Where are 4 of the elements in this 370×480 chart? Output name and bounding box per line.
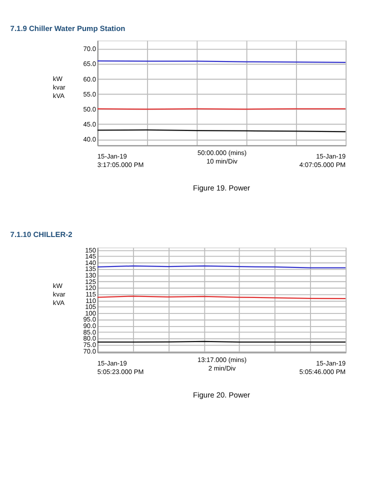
chart-title: 7.1.9 Chiller Water Pump Station: [10, 24, 126, 34]
caption: Figure 20. Power: [193, 390, 251, 400]
caption: Figure 19. Power: [193, 183, 251, 192]
chart-title: 7.1.10 CHILLER-2: [10, 230, 72, 239]
